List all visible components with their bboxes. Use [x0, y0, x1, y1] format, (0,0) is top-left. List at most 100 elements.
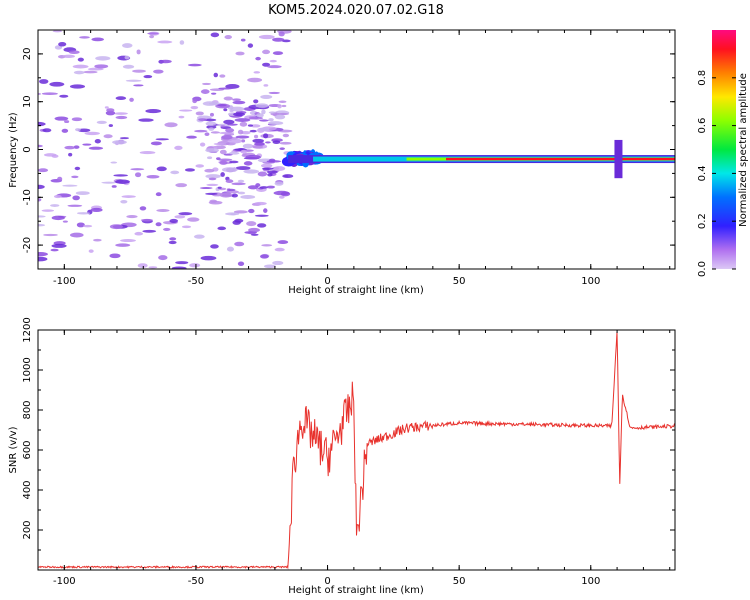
noise-blob	[38, 144, 43, 148]
noise-blob	[266, 160, 282, 163]
spectrogram-xtick-label: -100	[53, 276, 76, 287]
noise-blob	[68, 152, 73, 157]
noise-blob	[237, 129, 244, 135]
noise-blob	[227, 188, 236, 192]
noise-blob	[277, 112, 290, 116]
noise-blob	[235, 51, 245, 56]
noise-blob	[233, 112, 246, 117]
noise-blob	[95, 56, 111, 61]
noise-blob	[174, 215, 186, 219]
noise-blob	[268, 118, 274, 122]
noise-blob	[240, 149, 247, 154]
noise-blob	[146, 174, 160, 179]
noise-blob	[58, 42, 67, 47]
spectrogram-ytick-label: 0	[22, 146, 33, 152]
noise-blob	[149, 34, 155, 39]
noise-blob	[38, 256, 48, 262]
noise-blob	[75, 128, 81, 132]
noise-blob	[38, 184, 45, 190]
noise-blob	[155, 222, 162, 227]
noise-blob	[51, 215, 65, 221]
noise-blob	[84, 131, 100, 136]
spectrogram-signal-band	[281, 139, 675, 179]
noise-blob	[263, 264, 276, 269]
noise-blob	[235, 135, 250, 139]
noise-blob	[247, 124, 254, 127]
noise-blob	[204, 132, 210, 136]
noise-blob	[239, 121, 248, 127]
snr-ytick-label: 600	[22, 440, 33, 459]
noise-blob	[114, 112, 128, 115]
noise-blob	[122, 64, 135, 69]
noise-blob	[231, 193, 238, 198]
noise-blob	[228, 160, 239, 164]
noise-blob	[255, 183, 261, 188]
noise-blob	[263, 208, 268, 213]
noise-blob	[72, 64, 89, 69]
noise-blob	[255, 103, 269, 108]
noise-blob	[115, 179, 130, 184]
noise-blob	[274, 247, 285, 252]
noise-blob	[49, 81, 65, 87]
noise-blob	[159, 59, 172, 64]
noise-blob	[274, 181, 284, 186]
noise-blob	[126, 215, 138, 219]
noise-blob	[259, 254, 269, 259]
noise-blob	[38, 223, 46, 227]
noise-blob	[219, 160, 228, 165]
noise-blob	[258, 127, 270, 132]
colorbar-tick-label: 0.2	[697, 213, 708, 229]
noise-blob	[248, 208, 255, 214]
noise-blob	[54, 116, 69, 121]
noise-blob	[268, 111, 277, 114]
spectrogram-ytick-label: -10	[22, 189, 33, 205]
noise-blob	[210, 32, 220, 38]
noise-blob	[120, 200, 128, 204]
noise-blob	[43, 233, 58, 237]
noise-blob	[134, 231, 144, 236]
snr-panel: -100 -50 0 50 100 200 400 600 800 1000 1200 Heigh…	[8, 317, 676, 596]
colorbar-tick-label: 0.4	[697, 165, 708, 181]
noise-blob	[186, 135, 197, 139]
noise-blob	[150, 141, 162, 146]
noise-blob	[41, 92, 58, 95]
noise-blob	[278, 31, 285, 37]
noise-blob	[187, 217, 200, 222]
noise-blob	[71, 175, 79, 179]
noise-blob	[233, 210, 248, 214]
noise-blob	[112, 140, 127, 145]
noise-blob	[192, 98, 198, 104]
noise-blob	[64, 120, 70, 124]
noise-blob	[213, 145, 226, 150]
noise-blob	[257, 223, 267, 228]
noise-blob	[189, 263, 201, 268]
noise-blob	[109, 224, 123, 230]
noise-blob	[223, 119, 235, 125]
noise-blob	[280, 191, 291, 197]
noise-blob	[158, 255, 168, 261]
snr-xtick-label: 0	[324, 576, 330, 587]
noise-blob	[263, 133, 269, 139]
noise-blob	[39, 79, 49, 84]
noise-blob	[219, 74, 226, 78]
noise-blob	[216, 123, 230, 127]
noise-blob	[104, 106, 109, 109]
noise-blob	[210, 244, 219, 249]
noise-blob	[69, 84, 86, 89]
noise-blob	[62, 54, 75, 59]
snr-ytick-label: 800	[22, 400, 33, 419]
noise-blob	[137, 263, 148, 268]
noise-blob	[205, 192, 218, 195]
noise-blob	[219, 149, 227, 155]
noise-blob	[53, 194, 62, 199]
noise-blob	[204, 168, 215, 173]
noise-blob	[115, 243, 131, 247]
figure-title: KOM5.2024.020.07.02.G18	[268, 3, 444, 18]
noise-blob	[249, 129, 257, 133]
spectrogram-ytick-label: 10	[22, 95, 33, 108]
noise-blob	[108, 124, 114, 128]
noise-blob	[217, 186, 222, 189]
noise-blob	[79, 36, 90, 39]
spectrogram-ytick-label: 20	[22, 48, 33, 61]
noise-blob	[41, 209, 55, 212]
